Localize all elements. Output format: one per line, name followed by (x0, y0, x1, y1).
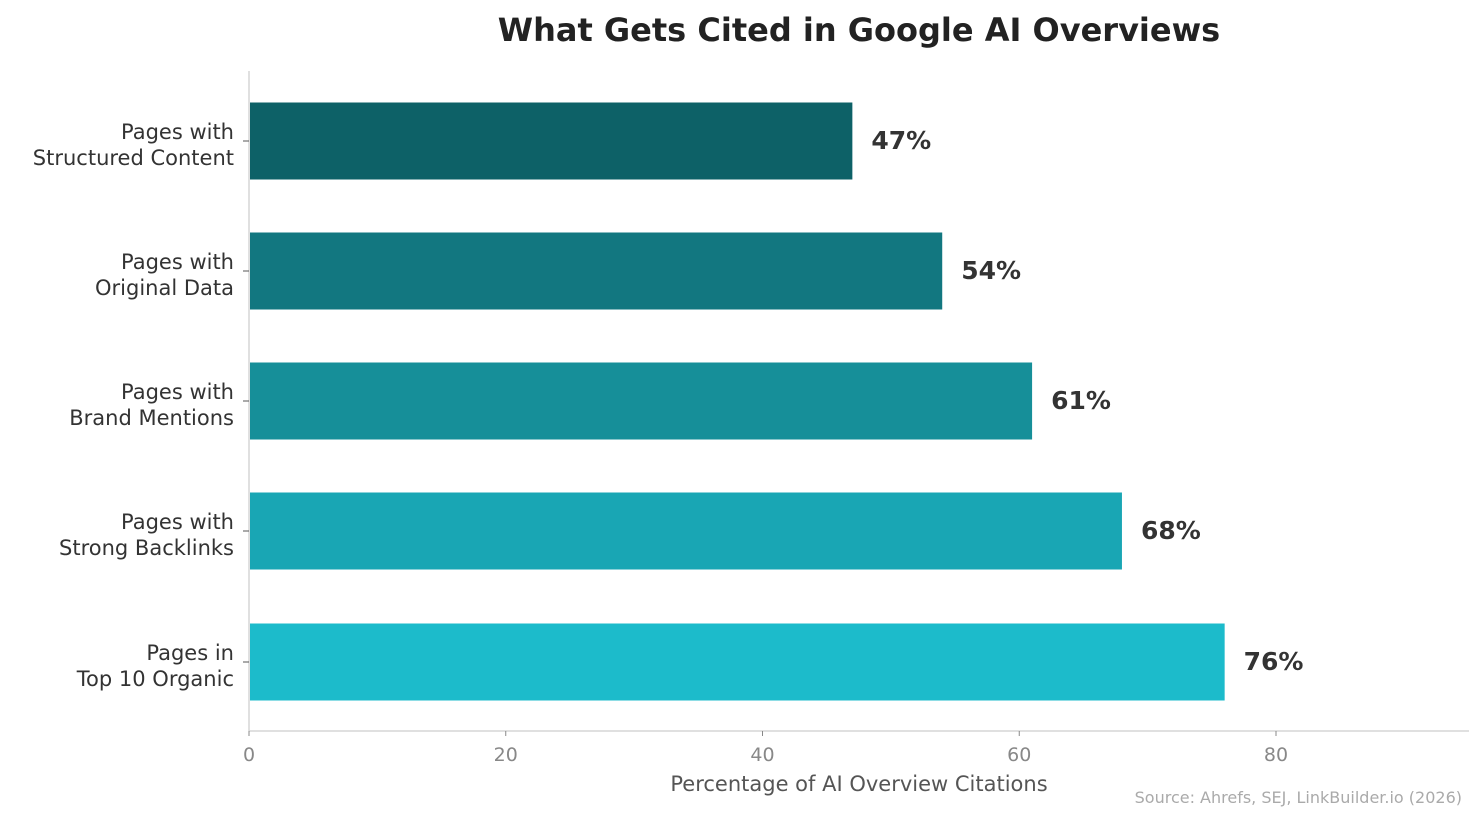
bar (250, 492, 1122, 570)
category-label-line: Structured Content (33, 146, 234, 170)
bar (250, 232, 943, 310)
bar-value-label: 54% (961, 256, 1021, 285)
chart-title: What Gets Cited in Google AI Overviews (498, 11, 1220, 49)
x-axis-label: Percentage of AI Overview Citations (670, 772, 1047, 796)
x-tick-label: 40 (750, 744, 774, 766)
category-label: Pages with Structured Content (33, 120, 234, 170)
bar (250, 623, 1225, 701)
category-label: Pages with Original Data (95, 250, 234, 300)
bar-value-label: 61% (1051, 386, 1111, 415)
category-label-line: Pages with (121, 250, 234, 274)
source-note: Source: Ahrefs, SEJ, LinkBuilder.io (202… (1135, 788, 1462, 807)
x-tick-label: 0 (243, 744, 255, 766)
category-label: Pages with Strong Backlinks (59, 510, 234, 560)
bar (250, 102, 853, 180)
bar-value-label: 47% (871, 126, 931, 155)
category-label-line: Strong Backlinks (59, 536, 234, 560)
bar-value-label: 68% (1141, 516, 1201, 545)
category-label-line: Pages in (146, 641, 234, 665)
category-label-line: Pages with (121, 120, 234, 144)
x-tick-label: 20 (494, 744, 518, 766)
category-label-line: Top 10 Organic (76, 667, 234, 691)
x-tick-label: 80 (1264, 744, 1288, 766)
category-label-line: Pages with (121, 380, 234, 404)
category-label-line: Pages with (121, 510, 234, 534)
category-label-line: Brand Mentions (69, 406, 234, 430)
category-label-line: Original Data (95, 276, 234, 300)
bar-value-label: 76% (1244, 647, 1304, 676)
x-tick-label: 60 (1007, 744, 1031, 766)
bar (250, 362, 1033, 440)
category-label: Pages in Top 10 Organic (76, 641, 234, 691)
category-label: Pages with Brand Mentions (69, 380, 234, 430)
